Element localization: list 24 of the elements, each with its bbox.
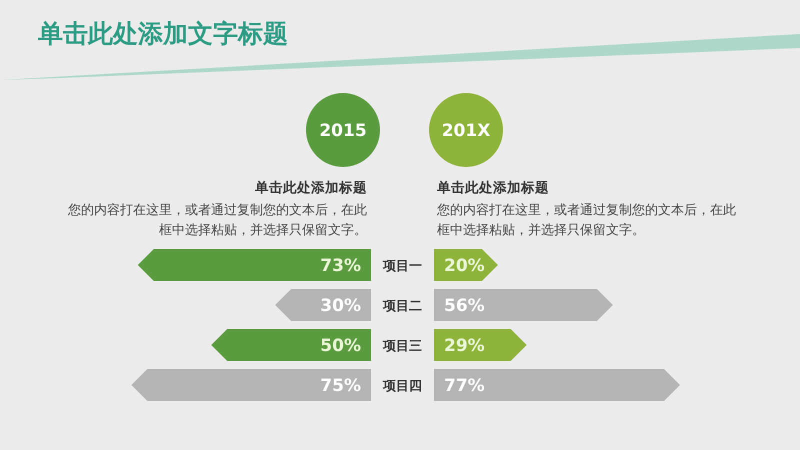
data-label: 77% (444, 376, 485, 396)
bar (434, 289, 613, 321)
text: 您的内容打在这里，或者通过复制您的文本后，在此框中选择粘贴，并选择只保留文字。 (67, 202, 367, 238)
y-tick-label: 项目二 (382, 299, 422, 314)
text: 单击此处添加标题 (436, 180, 549, 196)
data-label: 50% (320, 336, 361, 356)
data-label: 30% (320, 296, 361, 316)
bar (434, 369, 680, 401)
bar (131, 369, 371, 401)
bar (211, 329, 371, 361)
y-tick-label: 项目三 (382, 339, 422, 354)
text: 单击此处添加标题 (254, 180, 367, 196)
text: 201X (442, 121, 490, 141)
y-tick-label: 项目一 (382, 259, 422, 274)
data-label: 20% (444, 256, 485, 276)
data-label: 73% (320, 256, 361, 276)
data-label: 75% (320, 376, 361, 396)
text: 2015 (319, 121, 367, 141)
data-label: 29% (444, 336, 485, 356)
bar (138, 249, 371, 281)
text: 您的内容打在这里，或者通过复制您的文本后，在此框中选择粘贴，并选择只保留文字。 (436, 202, 736, 238)
data-label: 56% (444, 296, 485, 316)
y-tick-label: 项目四 (382, 379, 422, 394)
chart-title: 单击此处添加文字标题 (37, 19, 288, 48)
